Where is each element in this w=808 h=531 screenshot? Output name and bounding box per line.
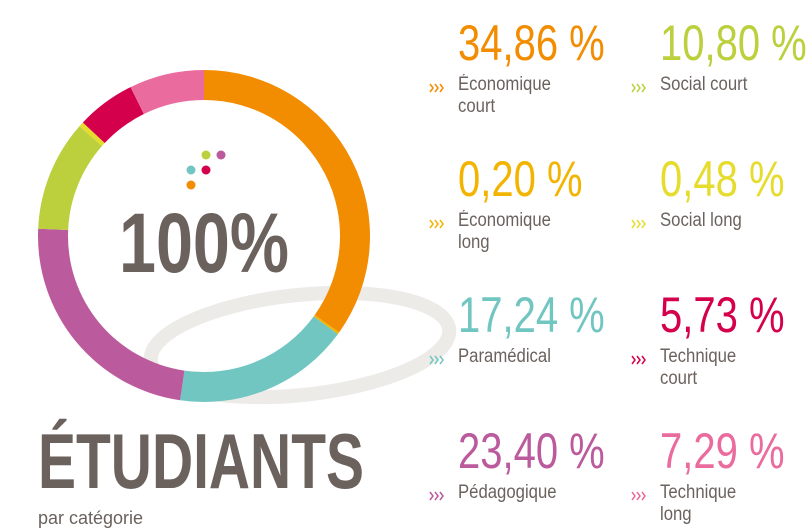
arrow-icon xyxy=(636,491,641,501)
donut-segment xyxy=(82,87,144,144)
arrow-icon xyxy=(434,219,439,229)
arrow-icon xyxy=(631,219,636,229)
arrow-icon xyxy=(641,83,646,93)
donut-segment xyxy=(38,228,185,401)
donut-segment xyxy=(204,70,370,333)
arrow-icon xyxy=(429,491,434,501)
value-label: 7,29 % xyxy=(660,423,785,479)
arrow-icon xyxy=(439,491,444,501)
arrow-icon xyxy=(636,219,641,229)
arrow-icon xyxy=(636,355,641,365)
arrow-icon xyxy=(631,355,636,365)
arrow-icon xyxy=(641,355,646,365)
value-label: 17,24 % xyxy=(458,287,605,343)
value-label: 23,40 % xyxy=(458,423,605,479)
category-label: Économique long xyxy=(458,210,551,253)
category-label: Technique long xyxy=(660,482,737,525)
decor-ellipse xyxy=(143,285,457,405)
center-label: 100% xyxy=(119,196,289,290)
category-label: Paramédical xyxy=(458,346,551,367)
arrow-icon xyxy=(434,355,439,365)
arrow-icon xyxy=(429,83,434,93)
value-label: 5,73 % xyxy=(660,287,785,343)
arrow-icon xyxy=(429,219,434,229)
donut-segment xyxy=(180,316,338,402)
donut-segment xyxy=(313,314,340,335)
arrow-icon xyxy=(439,83,444,93)
value-label: 0,20 % xyxy=(458,151,583,207)
category-label: Économique court xyxy=(458,74,551,117)
arrow-icon xyxy=(636,83,641,93)
arrow-icon xyxy=(631,491,636,501)
arrow-icon xyxy=(641,491,646,501)
category-label: Pédagogique xyxy=(458,482,557,503)
donut-segment xyxy=(130,70,204,115)
arrow-icon xyxy=(434,491,439,501)
arrow-icon xyxy=(434,83,439,93)
value-label: 0,48 % xyxy=(660,151,785,207)
arrow-icon xyxy=(439,219,444,229)
category-label: Social court xyxy=(660,74,748,95)
value-label: 10,80 % xyxy=(660,15,807,71)
decor-dots xyxy=(186,150,226,190)
chart-title: ÉTUDIANTS xyxy=(38,417,364,505)
donut-segment xyxy=(79,122,105,147)
category-label: Technique court xyxy=(660,346,737,389)
arrow-icon xyxy=(641,219,646,229)
arrow-icon xyxy=(429,355,434,365)
chart-subtitle: par catégorie xyxy=(38,508,143,528)
arrow-icon xyxy=(631,83,636,93)
category-label: Social long xyxy=(660,210,742,231)
value-label: 34,86 % xyxy=(458,15,605,71)
donut-segment xyxy=(38,126,102,231)
arrow-icon xyxy=(439,355,444,365)
